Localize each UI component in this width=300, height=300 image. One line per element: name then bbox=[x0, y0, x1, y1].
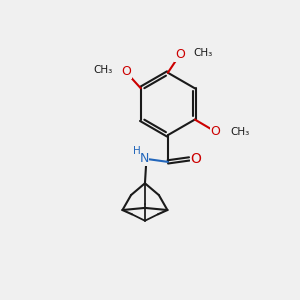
Text: CH₃: CH₃ bbox=[230, 127, 250, 137]
Text: O: O bbox=[190, 152, 201, 166]
Text: O: O bbox=[210, 125, 220, 138]
Text: O: O bbox=[175, 48, 185, 62]
Text: O: O bbox=[121, 65, 131, 79]
Text: H: H bbox=[133, 146, 141, 156]
Text: N: N bbox=[140, 152, 149, 165]
Text: CH₃: CH₃ bbox=[93, 65, 112, 75]
Text: CH₃: CH₃ bbox=[193, 48, 212, 59]
